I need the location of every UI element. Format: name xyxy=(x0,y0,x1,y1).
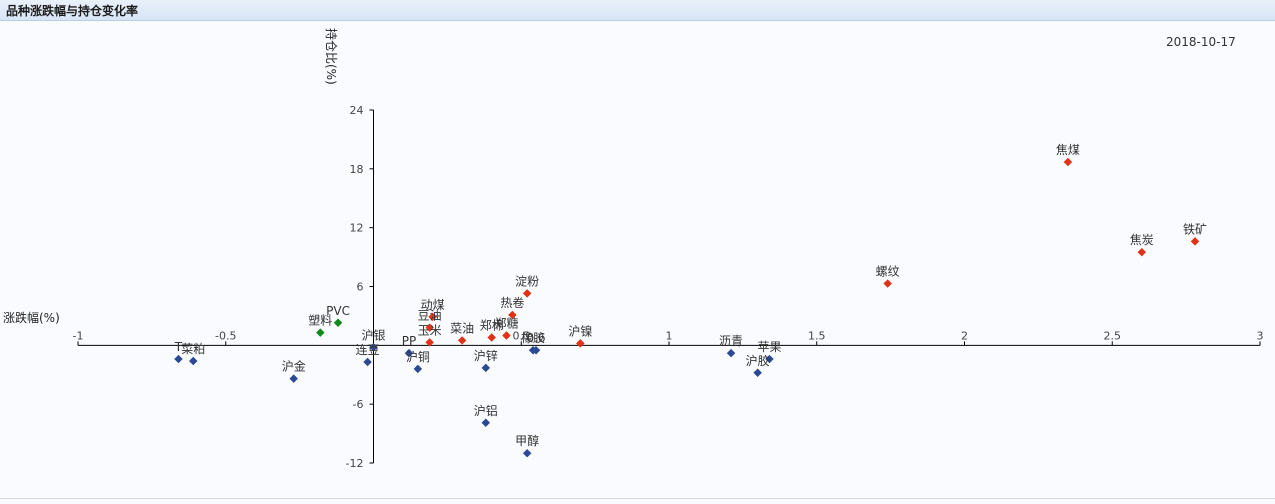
data-point xyxy=(289,374,298,383)
data-label: 热卷 xyxy=(500,295,524,310)
x-tick-label: 2.5 xyxy=(1104,329,1122,342)
data-label: 玉米 xyxy=(418,323,442,337)
x-tick-label: 0.5 xyxy=(513,329,531,342)
data-point xyxy=(522,289,532,298)
data-label: 甲醇 xyxy=(515,433,539,448)
data-label: 橡胶 xyxy=(521,330,545,345)
y-tick-label: 12 xyxy=(350,222,364,235)
bottom-divider xyxy=(0,498,1275,499)
data-point xyxy=(1190,237,1200,246)
data-point xyxy=(457,336,467,345)
x-tick-label: 2 xyxy=(961,329,968,342)
data-point xyxy=(765,354,774,364)
data-label: 沪铝 xyxy=(474,403,498,418)
data-point xyxy=(1063,157,1073,167)
data-label: 沪镍 xyxy=(568,324,592,338)
y-tick-label: 6 xyxy=(357,281,364,294)
data-point xyxy=(428,312,437,322)
x-tick-label: 3 xyxy=(1257,329,1264,342)
data-point xyxy=(883,279,892,288)
x-tick-label: -1 xyxy=(73,329,84,342)
data-label: 郑糖 xyxy=(494,316,518,331)
data-point xyxy=(425,338,434,347)
data-label: 连豆 xyxy=(356,342,380,357)
data-point xyxy=(481,418,491,428)
data-label: T xyxy=(174,340,183,354)
data-label: 沥青 xyxy=(719,334,743,348)
data-label: PP xyxy=(402,334,416,348)
data-label: 苹果 xyxy=(757,340,781,354)
data-label: 菜粕 xyxy=(181,341,205,356)
data-label: PVC xyxy=(326,304,350,318)
data-label: 沪胶 xyxy=(746,353,770,368)
panel-header: 品种涨跌幅与持仓变化率 xyxy=(0,0,1275,21)
data-label: 0.6 xyxy=(526,331,545,345)
data-label: 螺纹 xyxy=(876,265,900,279)
x-tick-label: 1.5 xyxy=(808,329,826,342)
data-label: 郑棉 xyxy=(480,317,504,332)
data-point xyxy=(404,348,414,358)
data-label: 焦煤 xyxy=(1056,143,1080,157)
y-tick-label: -12 xyxy=(346,457,364,470)
data-point xyxy=(502,331,511,340)
x-axis-label: 涨跌幅(%) xyxy=(3,310,60,325)
axes: -1 -0.5 0.5 1 1.5 2 2.5 3 -12 -6 6 12 18 24 xyxy=(73,104,1264,470)
data-label: 沪铜 xyxy=(406,349,430,364)
data-point xyxy=(316,328,325,337)
data-point xyxy=(413,364,423,374)
data-point xyxy=(576,339,585,348)
data-point xyxy=(522,448,532,458)
y-tick-label: -6 xyxy=(353,398,364,411)
data-label: 沪银 xyxy=(361,328,385,342)
data-label: 铁矿 xyxy=(1183,222,1207,236)
data-point xyxy=(174,354,183,364)
panel-title: 品种涨跌幅与持仓变化率 xyxy=(6,4,139,18)
data-label: 沪锌 xyxy=(474,349,498,363)
data-label: 动煤 xyxy=(421,298,445,312)
data-point xyxy=(425,323,434,332)
data-label: 焦炭 xyxy=(1130,233,1154,247)
y-tick-label: 24 xyxy=(350,104,364,117)
data-point xyxy=(753,368,762,378)
data-label: 淀粉 xyxy=(515,274,539,288)
data-point xyxy=(363,357,372,367)
data-label: 豆油 xyxy=(418,309,442,323)
x-tick-label: 1 xyxy=(666,329,673,342)
data-point xyxy=(481,363,491,373)
data-point xyxy=(487,333,496,342)
date-label: 2018-10-17 xyxy=(1166,35,1236,49)
data-label: 菜油 xyxy=(450,321,474,335)
data-point xyxy=(508,310,517,320)
data-label: 塑料 xyxy=(308,313,332,328)
y-axis-label: 持仓比(%) xyxy=(324,28,339,85)
data-point xyxy=(369,343,378,352)
data-point xyxy=(531,345,541,355)
y-tick-label: 18 xyxy=(350,163,364,176)
data-label: 沪金 xyxy=(282,359,306,374)
data-point xyxy=(189,356,198,366)
data-point xyxy=(726,348,736,358)
data-point xyxy=(333,318,343,328)
x-tick-label: -0.5 xyxy=(215,329,236,342)
data-point xyxy=(1137,247,1147,257)
